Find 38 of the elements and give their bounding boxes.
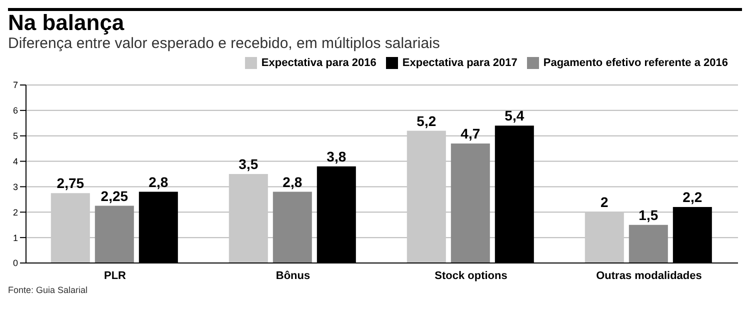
data-label: 5,4	[504, 108, 524, 124]
data-label: 2,8	[148, 174, 168, 190]
bar	[584, 212, 624, 263]
data-label: 3,8	[326, 148, 346, 164]
legend-label: Expectativa para 2016	[261, 57, 376, 69]
x-tick-label: PLR	[104, 270, 126, 282]
data-label: 4,7	[460, 125, 480, 142]
x-tick-label: Outras modalidades	[596, 270, 702, 282]
data-label: 2,75	[56, 175, 84, 192]
data-label: 2,8	[282, 174, 302, 190]
bar	[450, 143, 490, 263]
data-label: 5,2	[416, 112, 436, 129]
bar	[628, 224, 668, 263]
y-tick-label: 7	[12, 80, 18, 90]
chart-subtitle: Diferença entre valor esperado e recebido, em múltiplos salariais	[8, 35, 441, 53]
bar	[50, 193, 90, 263]
y-tick-label: 0	[12, 258, 18, 268]
source-note: Fonte: Guia Salarial	[8, 285, 89, 295]
y-tick-label: 4	[12, 156, 18, 166]
legend-label: Pagamento efetivo referente a 2016	[543, 57, 728, 69]
legend-label: Expectativa para 2017	[402, 57, 518, 69]
y-tick-label: 3	[12, 182, 18, 192]
data-label: 2	[600, 194, 609, 210]
data-label: 1,5	[638, 206, 658, 223]
bar	[406, 130, 446, 263]
y-tick-label: 6	[12, 106, 18, 116]
data-label: 3,5	[238, 156, 258, 172]
y-tick-label: 2	[12, 207, 18, 218]
x-tick-label: Bônus	[276, 270, 310, 282]
y-tick-label: 1	[12, 232, 18, 243]
bar	[228, 174, 268, 263]
data-label: 2,25	[100, 188, 128, 204]
y-tick-label: 5	[12, 131, 18, 142]
data-label: 2,2	[682, 189, 702, 206]
chart-title: Na balança	[8, 10, 126, 35]
bar	[94, 206, 134, 263]
bar	[272, 192, 312, 263]
x-tick-label: Stock options	[434, 270, 508, 282]
